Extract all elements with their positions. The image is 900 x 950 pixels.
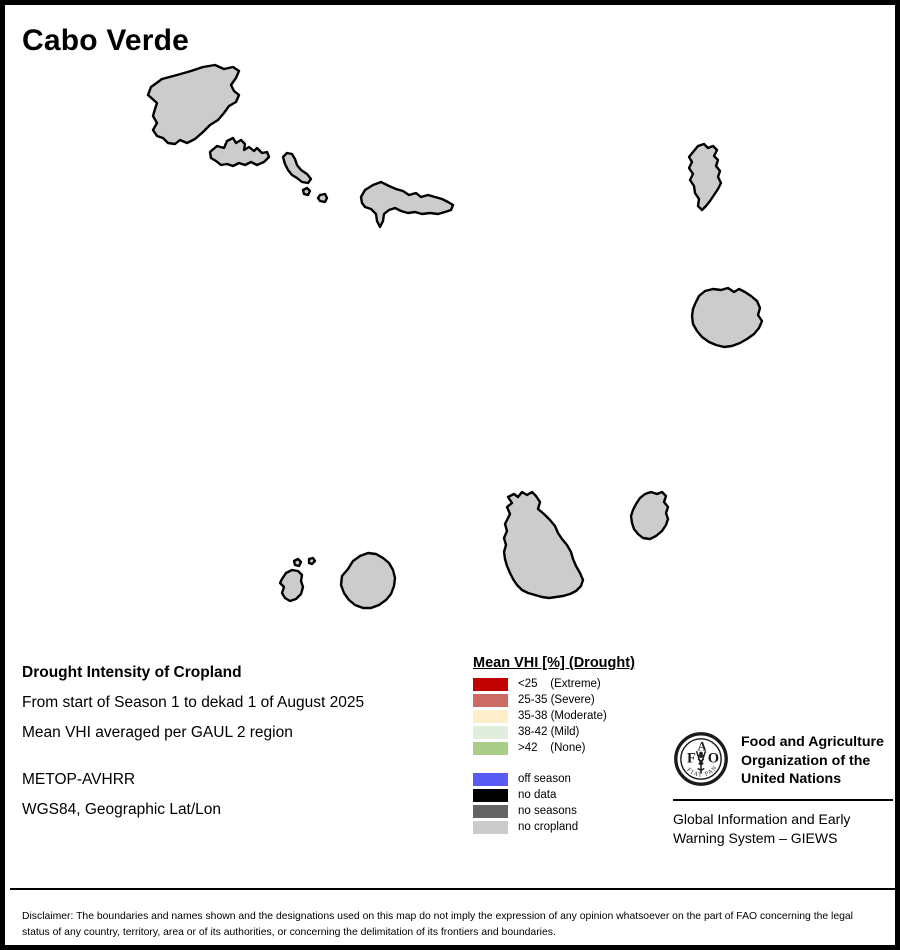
fao-branding: F A O FIAT PANIS Food and Agricu [673,731,893,848]
caption-line-sensor: METOP-AVHRR [22,771,136,788]
legend-label-none: >42 (None) [518,742,586,754]
legend-spacer [473,756,683,771]
legend-label-no-data: no data [518,789,557,801]
island-maio [629,490,670,541]
disclaimer-text: Disclaimer: The boundaries and names sho… [22,911,853,938]
fao-divider [673,798,893,801]
island-santo-antao [146,63,241,146]
legend-swatch-none [473,741,508,755]
island-sal [687,142,723,212]
legend-swatch-no-seasons [473,804,508,818]
giews-line-1: Global Information and Early [673,810,851,827]
legend-item-none: >42 (None) [473,740,683,756]
fao-wheat-ear-icon [695,750,707,774]
legend-item-no-seasons: no seasons [473,803,683,819]
caption-line-2: From start of Season 1 to dekad 1 of Aug… [22,694,365,711]
fao-seal-letter-o: O [708,750,719,766]
map-legend: Mean VHI [%] (Drought) <25 (Extreme) 25-… [473,655,683,835]
island-santiago [502,490,585,600]
map-caption: Drought Intensity of Cropland From start… [22,658,452,825]
island-sao-vicente [208,136,271,168]
legend-label-moderate: 35-38 (Moderate) [518,710,607,722]
legend-item-extreme: <25 (Extreme) [473,676,683,692]
giews-line-2: Warning System – GIEWS [673,829,838,846]
island-fogo [339,551,397,610]
legend-swatch-extreme [473,677,508,691]
island-boa-vista [690,286,764,349]
legend-swatch-severe [473,693,508,707]
legend-item-off-season: off season [473,771,683,787]
legend-swatch-mild [473,725,508,739]
caption-line-1: Drought Intensity of Cropland [22,664,242,681]
fao-org-line-1: Food and Agriculture [741,734,884,750]
legend-item-moderate: 35-38 (Moderate) [473,708,683,724]
legend-label-no-seasons: no seasons [518,805,577,817]
legend-label-off-season: off season [518,773,571,785]
legend-swatch-moderate [473,709,508,723]
legend-item-severe: 25-35 (Severe) [473,692,683,708]
legend-label-mild: 38-42 (Mild) [518,726,580,738]
legend-title: Mean VHI [%] (Drought) [473,655,635,671]
island-santa-luzia [281,151,313,185]
island-brava [278,568,305,603]
caption-spacer [22,748,452,765]
giews-name: Global Information and Early Warning Sys… [673,810,893,848]
legend-item-mild: 38-42 (Mild) [473,724,683,740]
caption-line-projection: WGS84, Geographic Lat/Lon [22,801,222,818]
fao-logo-row: F A O FIAT PANIS Food and Agricu [673,731,893,789]
legend-label-no-cropland: no cropland [518,821,579,833]
island-sao-nicolau [359,180,455,229]
fao-org-line-3: United Nations [741,771,842,787]
page-title: Cabo Verde [22,24,190,57]
islet-branco [301,186,312,197]
fao-seal-letter-f: F [687,750,696,766]
legend-item-no-cropland: no cropland [473,819,683,835]
islet-raso [316,192,329,204]
legend-swatch-off-season [473,772,508,786]
fao-seal-letter-a: A [698,740,707,754]
islet-rombos-east [307,556,317,566]
caption-line-3: Mean VHI averaged per GAUL 2 region [22,724,293,741]
fao-seal-icon: F A O FIAT PANIS [673,731,728,786]
cabo-verde-map [146,63,764,610]
fao-org-line-2: Organization of the [741,752,871,769]
legend-swatch-no-cropland [473,820,508,834]
legend-label-extreme: <25 (Extreme) [518,678,601,690]
legend-label-severe: 25-35 (Severe) [518,694,595,706]
legend-swatch-no-data [473,788,508,802]
fao-org-name: Food and Agriculture Organization of the… [741,731,884,789]
islet-rombos-west [292,557,303,568]
footer-divider [10,888,900,890]
legend-item-no-data: no data [473,787,683,803]
